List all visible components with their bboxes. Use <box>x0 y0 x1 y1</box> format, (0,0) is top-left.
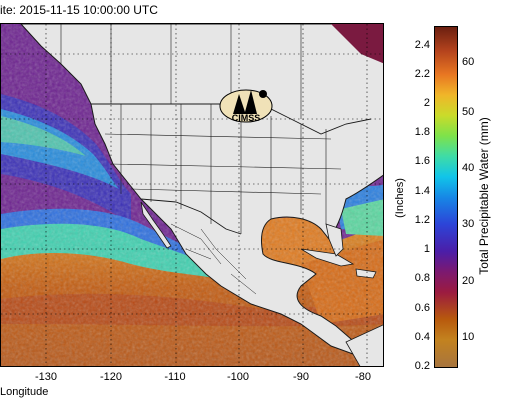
cimss-logo: CIMSS <box>219 89 273 123</box>
inch-tick: 0.6 <box>414 302 430 314</box>
x-axis-label: Longitude <box>0 386 49 398</box>
land-south-america <box>345 324 383 366</box>
inch-tick: 2.2 <box>414 68 430 80</box>
x-tick: -120 <box>99 371 123 383</box>
border-us-mexico <box>140 198 242 235</box>
x-tick: -130 <box>34 371 58 383</box>
logo-text: CIMSS <box>232 113 261 123</box>
inch-tick: 1.2 <box>414 214 430 226</box>
state-borders <box>20 24 342 234</box>
inch-tick: 2.4 <box>414 39 430 51</box>
inch-tick: 1.6 <box>414 155 430 167</box>
colorbar-label: Total Precipitable Water (mm) <box>477 117 491 275</box>
image-title: ite: 2015-11-15 10:00:00 UTC <box>0 3 158 17</box>
x-tick: -100 <box>226 371 250 383</box>
mm-tick: 40 <box>462 162 475 174</box>
tpw-map: CIMSS <box>0 23 384 367</box>
mm-tick: 30 <box>462 218 475 230</box>
x-tick: -80 <box>355 371 371 383</box>
land-cuba <box>300 248 355 267</box>
inch-tick: 2 <box>423 97 430 109</box>
inch-tick: 0.8 <box>414 272 430 284</box>
mm-tick: 10 <box>462 331 475 343</box>
inch-tick: 0.2 <box>414 360 430 372</box>
inch-tick: 0.4 <box>414 331 430 343</box>
inch-tick: 1.8 <box>414 126 430 138</box>
colorbar <box>434 26 458 368</box>
inch-tick: 1.4 <box>414 185 430 197</box>
land-north-america <box>20 24 383 355</box>
land-hispaniola <box>355 268 377 279</box>
x-tick: -110 <box>164 371 186 383</box>
mexico-state-borders <box>170 223 257 295</box>
mm-tick: 50 <box>462 106 475 118</box>
map-canvas: CIMSS <box>1 24 383 366</box>
land-florida <box>325 223 344 257</box>
x-tick: -90 <box>293 371 309 383</box>
land-baja-california <box>140 201 172 249</box>
inch-tick: 1 <box>423 243 430 255</box>
dry-northeast <box>331 24 383 64</box>
mm-tick: 60 <box>462 56 475 68</box>
mm-tick: 20 <box>462 275 475 287</box>
graticule <box>1 24 383 366</box>
